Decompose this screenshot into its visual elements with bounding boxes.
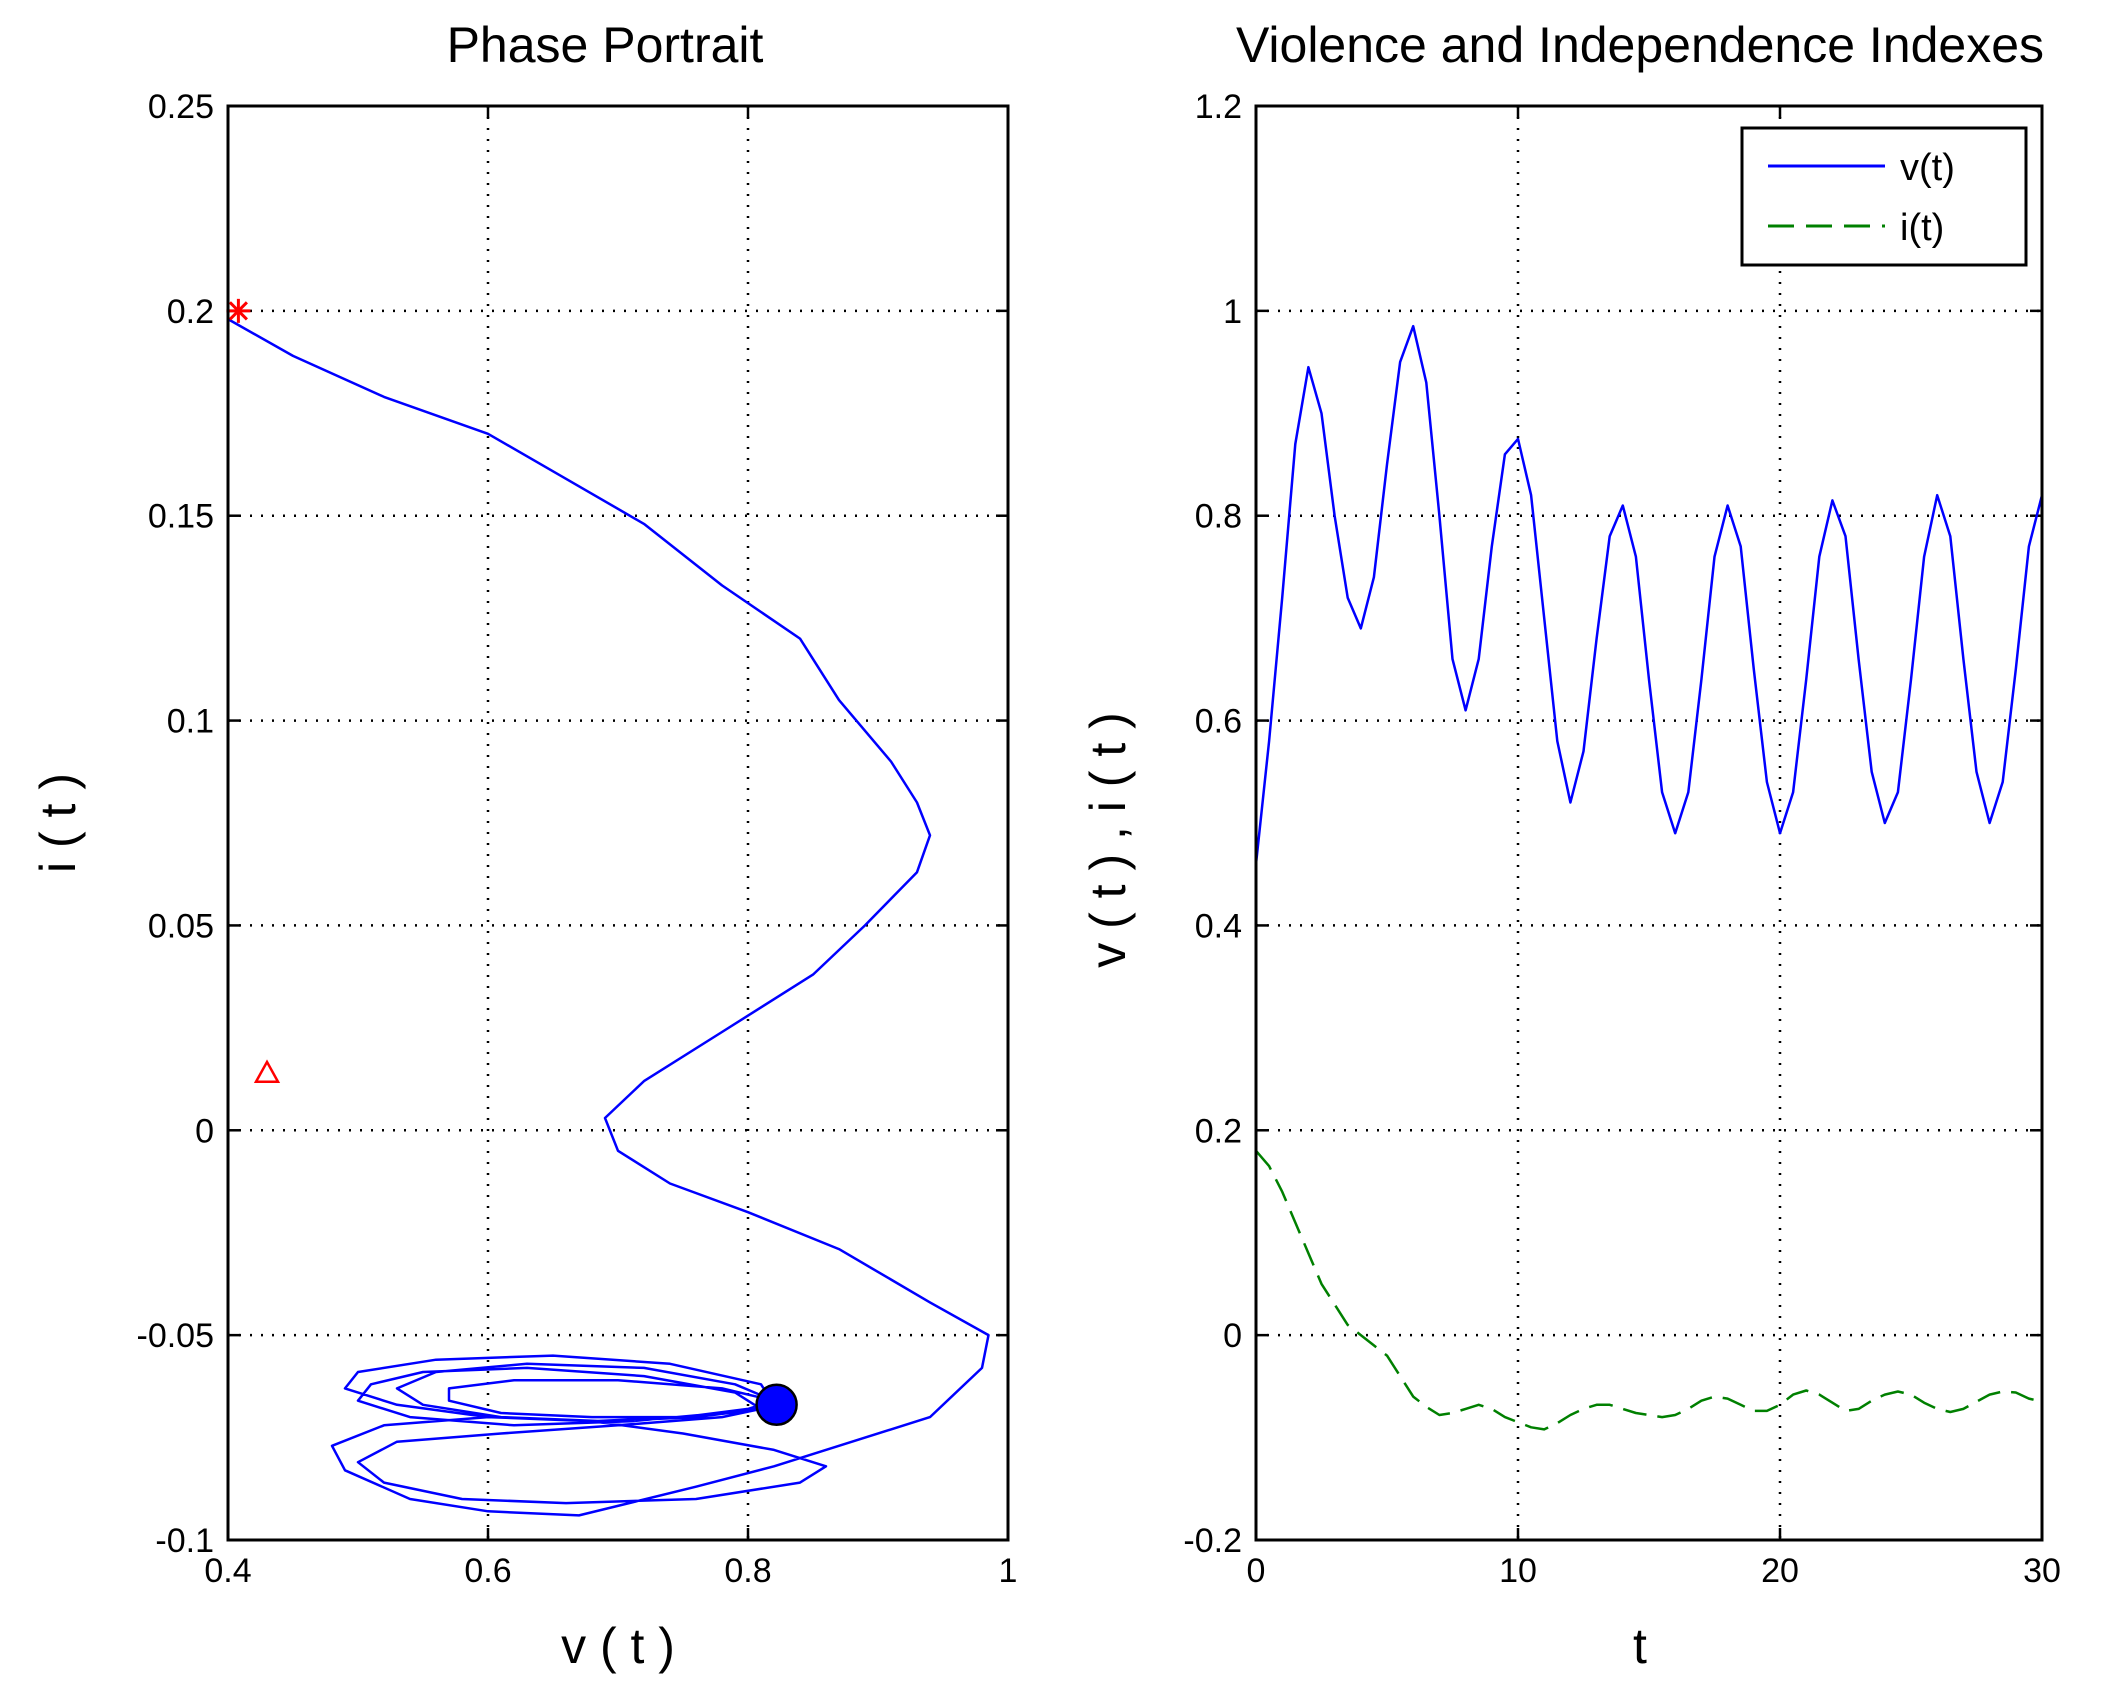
phase-portrait-ylabel: i ( t ) bbox=[30, 773, 86, 873]
indexes-ytick-label: 0 bbox=[1223, 1317, 1242, 1355]
phase-portrait-data bbox=[226, 298, 990, 1517]
indexes-xtick-label: 20 bbox=[1761, 1552, 1799, 1590]
indexes-grid bbox=[1256, 106, 2042, 1540]
legend-box bbox=[1740, 126, 2028, 267]
indexes-axes-box bbox=[1254, 104, 2044, 1542]
indexes-panel: Violence and Independence Indexes 0 10 20 3… bbox=[1080, 17, 2061, 1674]
indexes-xlabel: t bbox=[1633, 1618, 1647, 1674]
phase-portrait-xtick-label: 0.6 bbox=[464, 1552, 511, 1590]
phase-portrait-xlabel: v ( t ) bbox=[561, 1618, 675, 1674]
indexes-ytick-label: 0.4 bbox=[1195, 907, 1242, 945]
indexes-ylabel: v ( t ) , i ( t ) bbox=[1080, 712, 1136, 968]
indexes-title: Violence and Independence Indexes bbox=[1236, 17, 2044, 73]
phase-portrait-ytick-label: -0.1 bbox=[155, 1522, 214, 1560]
indexes-ytick-label: 0.8 bbox=[1195, 498, 1242, 536]
legend-label-v: v(t) bbox=[1900, 147, 1955, 189]
indexes-ytick-label: 0.6 bbox=[1195, 703, 1242, 741]
phase-portrait-ytick-label: 0.1 bbox=[167, 703, 214, 741]
phase-portrait-title: Phase Portrait bbox=[447, 17, 764, 73]
indexes-ytick-label: -0.2 bbox=[1183, 1522, 1242, 1560]
phase-portrait-ytick-label: 0.05 bbox=[148, 907, 214, 945]
phase-portrait-xtick-label: 1 bbox=[999, 1552, 1018, 1590]
indexes-ytick-label: 0.2 bbox=[1195, 1112, 1242, 1150]
phase-portrait-ytick-label: 0 bbox=[195, 1112, 214, 1150]
phase-portrait-panel: Phase Portrait 0.4 0.6 0.8 1-0.1-0.0500.050… bbox=[30, 17, 1017, 1674]
indexes-data bbox=[1254, 324, 2044, 1431]
indexes-series-it bbox=[1255, 1149, 2043, 1431]
equilibrium-triangle-marker bbox=[253, 1059, 281, 1083]
phase-portrait-xtick-label: 0.4 bbox=[204, 1552, 251, 1590]
phase-portrait-ytick-label: 0.2 bbox=[167, 293, 214, 331]
phase-portrait-axes-box bbox=[226, 104, 1010, 1542]
phase-portrait-ytick-label: 0.15 bbox=[148, 498, 214, 536]
phase-portrait-ytick-label: 0.25 bbox=[148, 88, 214, 126]
phase-portrait-ticks: 0.4 0.6 0.8 1 -0.1 -0.05 0 0.05 0.1 0.15 0.2 0.25 bbox=[137, 88, 1018, 1590]
indexes-xtick-label: 0 bbox=[1247, 1552, 1266, 1590]
start-asterisk-marker bbox=[226, 298, 251, 323]
phase-portrait-series-trajectory bbox=[227, 318, 990, 1517]
indexes-ytick-label: 1.2 bbox=[1195, 88, 1242, 126]
indexes-xtick-label: 10 bbox=[1499, 1552, 1537, 1590]
indexes-series-vt bbox=[1254, 324, 2044, 865]
indexes-legend: v(t) i(t) bbox=[1740, 126, 2028, 267]
phase-portrait-xtick-label: 0.8 bbox=[724, 1552, 771, 1590]
indexes-ytick-label: 1 bbox=[1223, 293, 1242, 331]
phase-portrait-ytick-label: -0.05 bbox=[137, 1317, 215, 1355]
indexes-xtick-label: 30 bbox=[2023, 1552, 2061, 1590]
end-dot-marker bbox=[755, 1383, 798, 1427]
phase-portrait-grid bbox=[228, 106, 1008, 1540]
legend-label-i: i(t) bbox=[1900, 207, 1944, 249]
